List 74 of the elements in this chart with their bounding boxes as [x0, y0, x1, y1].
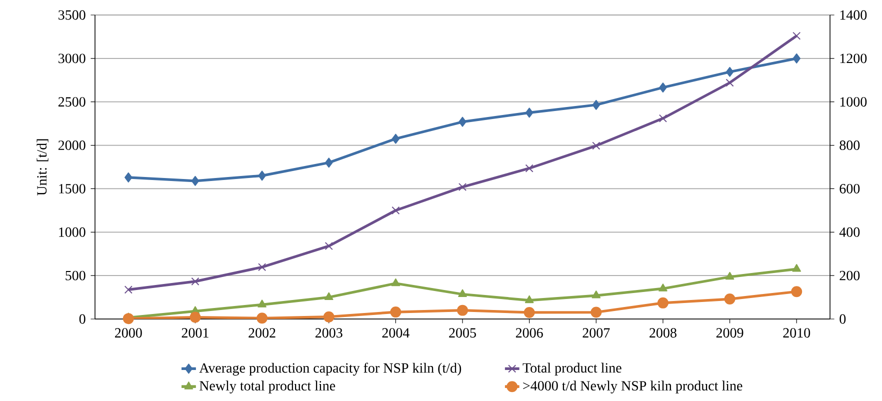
point: [658, 284, 668, 292]
y-tick-label: 3500: [58, 10, 86, 20]
point: [525, 108, 534, 118]
point: [726, 66, 734, 77]
x-tick-label: 2008: [650, 328, 676, 338]
point: [791, 286, 802, 298]
x-tick-label: 2010: [783, 328, 810, 338]
point: [792, 53, 800, 64]
x-tick-label: 2001: [182, 328, 208, 338]
x-tick-label: 2005: [449, 328, 476, 338]
x-tick-label: 2004: [382, 328, 410, 338]
point: [457, 304, 468, 316]
x-tick-label: 2007: [582, 328, 610, 338]
y-axis-title: Unit: [t/d]: [36, 139, 48, 196]
point: [458, 182, 467, 192]
x-tick-label: 2009: [716, 328, 744, 338]
point: [592, 100, 600, 110]
legend-label: Total product line: [522, 362, 622, 376]
point: [524, 306, 535, 318]
point: [792, 32, 801, 40]
point: [258, 170, 266, 181]
y2-tick-label: 1200: [840, 54, 867, 64]
point: [659, 82, 667, 93]
point: [590, 306, 602, 318]
point: [124, 172, 132, 182]
point: [191, 277, 200, 286]
x-tick-label: 2006: [516, 328, 543, 338]
point: [724, 294, 736, 305]
point: [726, 78, 734, 87]
point: [324, 292, 334, 300]
y2-tick-label: 200: [840, 270, 860, 280]
point: [190, 312, 201, 323]
point: [392, 206, 400, 214]
point: [122, 313, 134, 324]
point: [391, 278, 400, 286]
point: [458, 116, 466, 127]
y-tick-label: 2500: [58, 97, 86, 107]
y2-tick-label: 800: [840, 140, 860, 150]
point: [725, 272, 734, 280]
x-tick-label: 2003: [315, 328, 342, 338]
point: [458, 289, 467, 297]
point: [324, 158, 333, 168]
y-tick-label: 3000: [58, 54, 86, 64]
point: [524, 295, 534, 304]
point: [258, 300, 266, 308]
point: [392, 134, 400, 144]
point: [124, 286, 132, 294]
point: [258, 263, 266, 272]
x-tick-label: 2000: [115, 328, 142, 338]
point: [592, 142, 600, 150]
y-tick-label: 0: [79, 314, 86, 324]
point: [256, 312, 268, 324]
y2-tick-label: 1400: [840, 10, 867, 20]
point: [323, 311, 334, 322]
y2-tick-label: 0: [840, 314, 846, 324]
y-tick-label: 1500: [59, 184, 86, 194]
y2-tick-label: 1000: [840, 97, 867, 107]
point: [592, 290, 601, 298]
y2-tick-label: 600: [840, 184, 860, 194]
point: [792, 264, 802, 272]
point: [191, 176, 200, 186]
point: [324, 242, 333, 250]
legend-label: Average production capacity for NSP kiln (t/d): [199, 362, 462, 376]
point: [390, 306, 402, 318]
y-tick-label: 1000: [59, 227, 86, 237]
point: [658, 114, 667, 122]
point: [657, 297, 668, 308]
x-tick-label: 2002: [248, 328, 276, 338]
legend-label: >4000 t/d Newly NSP kiln product line: [523, 380, 742, 394]
point: [525, 164, 534, 172]
y-tick-label: 2000: [58, 140, 86, 150]
legend-label: Newly total product line: [200, 380, 336, 394]
y-tick-label: 500: [66, 270, 86, 280]
y2-tick-label: 400: [839, 227, 860, 237]
